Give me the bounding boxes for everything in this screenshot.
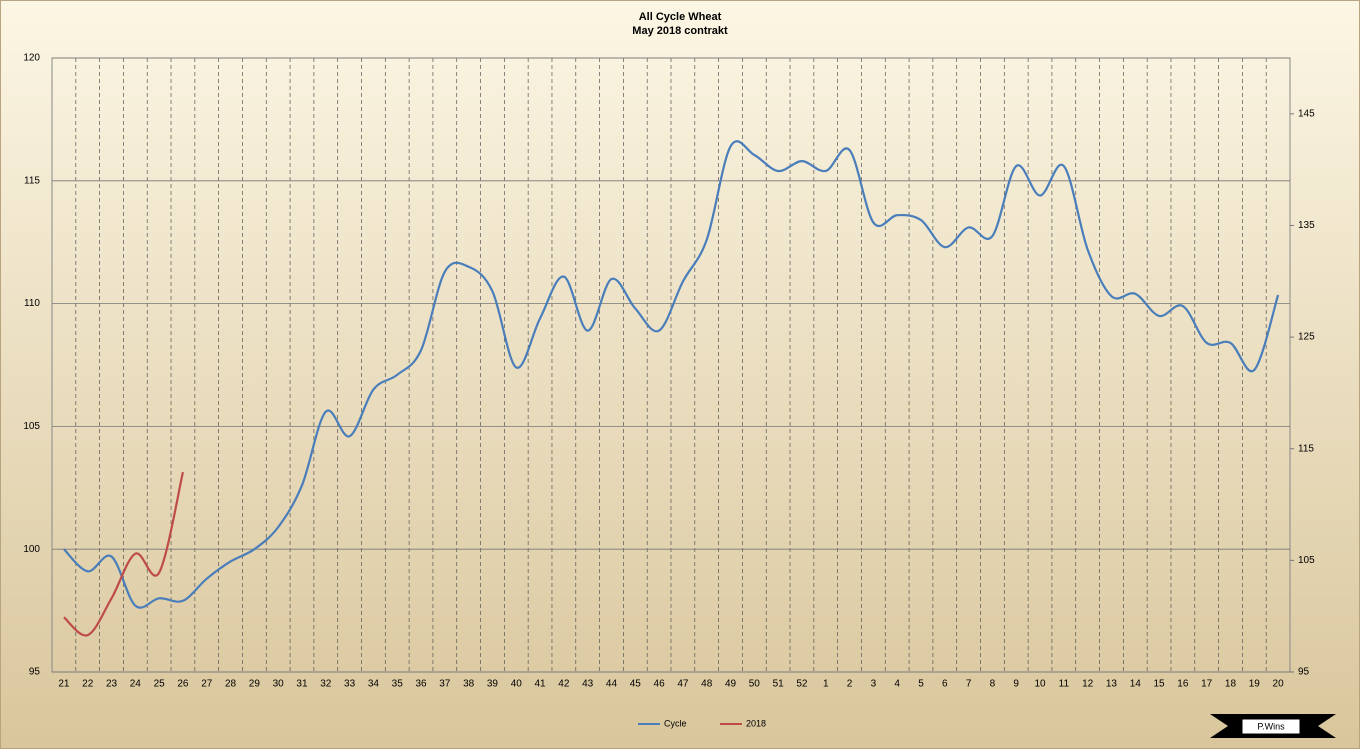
y2-tick-label: 95 [1298, 667, 1310, 678]
x-tick-label: 33 [344, 679, 356, 690]
x-tick-label: 19 [1249, 679, 1261, 690]
x-tick-label: 10 [1034, 679, 1046, 690]
x-tick-label: 32 [320, 679, 332, 690]
y2-tick-label: 125 [1298, 332, 1315, 343]
x-tick-label: 42 [558, 679, 570, 690]
y-tick-label: 120 [23, 53, 40, 64]
x-tick-label: 52 [796, 679, 808, 690]
y2-tick-label: 105 [1298, 555, 1315, 566]
x-tick-label: 13 [1106, 679, 1118, 690]
x-tick-label: 38 [463, 679, 475, 690]
x-tick-label: 2 [847, 679, 853, 690]
watermark: P.Wins [1257, 721, 1285, 731]
legend-label: Cycle [664, 718, 687, 728]
x-tick-label: 25 [154, 679, 166, 690]
x-tick-label: 41 [534, 679, 546, 690]
series-line [63, 140, 1280, 609]
y-tick-label: 95 [29, 667, 41, 678]
x-tick-label: 8 [990, 679, 996, 690]
x-tick-label: 47 [677, 679, 689, 690]
x-tick-label: 44 [606, 679, 618, 690]
x-tick-label: 43 [582, 679, 594, 690]
x-tick-label: 18 [1225, 679, 1237, 690]
y-tick-label: 100 [23, 544, 40, 555]
x-tick-label: 21 [58, 679, 70, 690]
chart-subtitle: May 2018 contrakt [632, 25, 728, 37]
x-tick-label: 14 [1130, 679, 1142, 690]
y-tick-label: 105 [23, 421, 40, 432]
y2-tick-label: 135 [1298, 220, 1315, 231]
x-tick-label: 3 [871, 679, 877, 690]
x-tick-label: 6 [942, 679, 948, 690]
x-tick-label: 11 [1059, 679, 1070, 690]
x-tick-label: 23 [106, 679, 118, 690]
x-tick-label: 4 [894, 679, 900, 690]
x-tick-label: 31 [296, 679, 308, 690]
x-tick-label: 27 [201, 679, 213, 690]
x-tick-label: 36 [415, 679, 427, 690]
x-tick-label: 26 [177, 679, 189, 690]
x-tick-label: 22 [82, 679, 94, 690]
x-tick-label: 29 [249, 679, 261, 690]
y2-tick-label: 145 [1298, 108, 1315, 119]
y-tick-label: 110 [24, 298, 40, 309]
x-tick-label: 17 [1201, 679, 1213, 690]
x-tick-label: 50 [749, 679, 761, 690]
x-tick-label: 39 [487, 679, 499, 690]
x-tick-label: 1 [823, 679, 829, 690]
x-tick-label: 28 [225, 679, 237, 690]
x-tick-label: 34 [368, 679, 380, 690]
x-tick-label: 30 [273, 679, 285, 690]
x-tick-label: 51 [773, 679, 785, 690]
x-tick-label: 7 [966, 679, 972, 690]
x-tick-label: 15 [1153, 679, 1165, 690]
x-tick-label: 12 [1082, 679, 1094, 690]
legend-label: 2018 [746, 718, 766, 728]
x-tick-label: 35 [392, 679, 404, 690]
x-tick-label: 37 [439, 679, 451, 690]
x-tick-label: 46 [654, 679, 666, 690]
x-tick-label: 45 [630, 679, 642, 690]
x-tick-label: 16 [1177, 679, 1189, 690]
x-tick-label: 5 [918, 679, 924, 690]
chart-title: All Cycle Wheat [639, 11, 722, 23]
watermark-logo: P.Wins [1210, 714, 1336, 738]
x-tick-label: 20 [1273, 679, 1285, 690]
x-tick-label: 48 [701, 679, 713, 690]
x-tick-label: 24 [130, 679, 142, 690]
x-tick-label: 40 [511, 679, 523, 690]
y2-tick-label: 115 [1298, 443, 1314, 454]
series-line [63, 471, 185, 637]
x-tick-label: 9 [1013, 679, 1019, 690]
x-tick-label: 49 [725, 679, 737, 690]
y-tick-label: 115 [24, 175, 40, 186]
